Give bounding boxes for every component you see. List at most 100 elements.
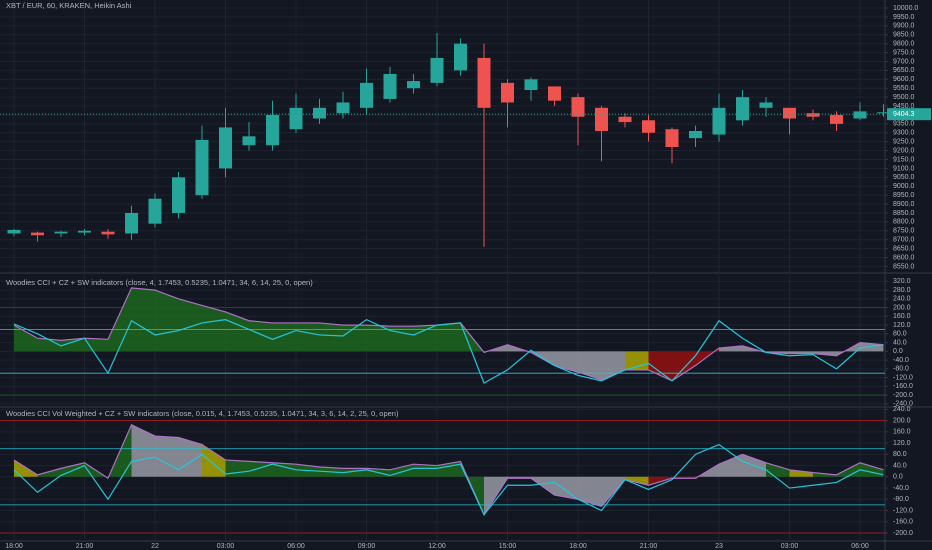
- last-price-label: 9404.3: [893, 111, 915, 118]
- candle-body: [101, 231, 115, 235]
- candle-body: [595, 107, 608, 131]
- cci-fill: [601, 351, 625, 380]
- candle-body: [712, 107, 726, 135]
- y-tick-label: 120.0: [893, 322, 911, 329]
- y-tick-label: -160.0: [893, 519, 913, 526]
- y-tick-label: 80.0: [893, 451, 907, 458]
- y-tick-label: 9900.0: [893, 23, 915, 30]
- candle-body: [78, 230, 91, 233]
- candle-body: [313, 107, 326, 119]
- cci-fill: [108, 287, 132, 352]
- x-tick-label: 15:00: [499, 543, 517, 550]
- y-tick-label: -80.0: [893, 496, 909, 503]
- pane-title: Woodies CCI Vol Weighted + CZ + SW indic…: [6, 409, 399, 418]
- cci-line: [13, 318, 884, 384]
- y-tick-label: -120.0: [893, 374, 913, 381]
- x-tick-label: 03:00: [217, 543, 235, 550]
- candle-body: [148, 198, 162, 224]
- candle-body: [759, 102, 773, 108]
- cci-fill: [625, 476, 649, 486]
- cci-fill: [249, 461, 273, 477]
- x-tick-label: 18:00: [5, 543, 23, 550]
- y-tick-label: 80.0: [893, 331, 907, 338]
- y-tick-label: 9550.0: [893, 85, 915, 92]
- cci-fill: [155, 290, 179, 352]
- y-tick-label: -80.0: [893, 366, 909, 373]
- y-tick-label: 9250.0: [893, 139, 915, 146]
- y-tick-label: -40.0: [893, 357, 909, 364]
- y-tick-label: -200.0: [893, 392, 913, 399]
- cci-fill: [413, 325, 437, 352]
- y-tick-label: 9450.0: [893, 103, 915, 110]
- candle-body: [548, 86, 561, 101]
- last-price-box: [887, 108, 931, 121]
- candle-body: [336, 102, 350, 114]
- y-tick-label: 9100.0: [893, 165, 915, 172]
- candle-body: [7, 229, 21, 234]
- candle-body: [195, 139, 209, 196]
- y-tick-label: 8600.0: [893, 254, 915, 261]
- y-tick-label: 8950.0: [893, 192, 915, 199]
- y-tick-label: 200.0: [893, 304, 911, 311]
- candle-body: [407, 81, 420, 89]
- pane-title: Woodies CCI + CZ + SW indicators (close,…: [6, 278, 313, 287]
- y-tick-label: 9650.0: [893, 67, 915, 74]
- candle-body: [877, 112, 890, 114]
- y-tick-label: 9750.0: [893, 49, 915, 56]
- y-tick-label: 240.0: [893, 406, 911, 413]
- candle-body: [360, 82, 373, 108]
- candle-body: [125, 212, 138, 234]
- x-tick-label: 09:00: [358, 543, 376, 550]
- y-tick-label: 9700.0: [893, 58, 915, 65]
- y-tick-label: 40.0: [893, 462, 907, 469]
- y-tick-label: 120.0: [893, 440, 911, 447]
- cci-fill: [413, 464, 437, 477]
- y-tick-label: 200.0: [893, 417, 911, 424]
- y-tick-label: 9850.0: [893, 32, 915, 39]
- x-tick-label: 21:00: [76, 543, 94, 550]
- y-tick-label: 8850.0: [893, 210, 915, 217]
- candle-body: [830, 114, 843, 124]
- x-tick-label: 18:00: [569, 543, 587, 550]
- candle-body: [266, 114, 279, 146]
- cci-fill: [578, 476, 602, 507]
- cci-fill: [61, 338, 85, 352]
- y-tick-label: 8800.0: [893, 219, 915, 226]
- y-tick-label: -200.0: [893, 530, 913, 537]
- candle-body: [219, 127, 232, 169]
- candle-body: [783, 107, 796, 119]
- candle-body: [501, 82, 514, 103]
- cci-fill: [14, 325, 38, 352]
- y-tick-label: 9500.0: [893, 94, 915, 101]
- y-tick-label: 10000.0: [893, 5, 918, 12]
- cci-fill: [719, 345, 743, 352]
- cci-fill: [343, 325, 367, 352]
- y-tick-label: 9000.0: [893, 183, 915, 190]
- x-tick-label: 06:00: [851, 543, 869, 550]
- candle-body: [736, 97, 749, 121]
- candle-body: [524, 79, 538, 90]
- candle-body: [806, 113, 820, 117]
- cci-fill: [366, 325, 390, 352]
- y-tick-label: 8900.0: [893, 201, 915, 208]
- y-tick-label: 8550.0: [893, 263, 915, 270]
- cci-fill: [437, 322, 461, 352]
- cci-fill: [789, 469, 813, 477]
- cci-fill: [296, 322, 320, 352]
- cci-fill: [155, 436, 179, 477]
- y-tick-label: 9950.0: [893, 14, 915, 21]
- cci-fill: [766, 462, 790, 477]
- cci-fill: [272, 322, 296, 352]
- y-tick-label: 40.0: [893, 339, 907, 346]
- y-tick-label: 9300.0: [893, 130, 915, 137]
- candle-body: [430, 57, 444, 83]
- candle-body: [454, 43, 467, 71]
- y-tick-label: 160.0: [893, 429, 911, 436]
- y-tick-label: 8650.0: [893, 245, 915, 252]
- x-tick-label: 03:00: [781, 543, 799, 550]
- cci-fill: [202, 305, 226, 352]
- cci-fill: [131, 287, 155, 352]
- x-tick-label: 21:00: [640, 543, 658, 550]
